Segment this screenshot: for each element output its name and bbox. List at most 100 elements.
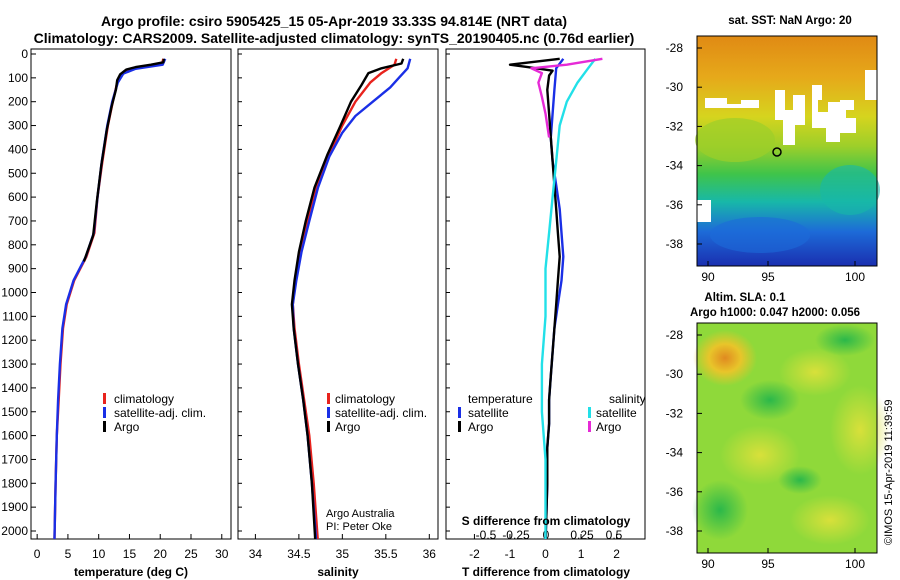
s-diff-tick-label: 0.5 [606, 528, 623, 542]
map-y-tick-label: -36 [666, 485, 684, 499]
depth-tick-label: 600 [8, 190, 28, 204]
x-tick-label: 34.5 [287, 547, 311, 561]
depth-tick-label: 1500 [1, 405, 28, 419]
depth-tick-label: 1300 [1, 357, 28, 371]
salinity-series [290, 58, 412, 539]
salinity-x-axis: 34 34.5 35 35.5 36 [249, 534, 437, 561]
s-diff-tick-label: -0.5 [476, 528, 497, 542]
depth-tick-label: 500 [8, 166, 28, 180]
sst-map-frame [696, 35, 878, 267]
legend-swatch-t-argo [458, 421, 461, 432]
x-tick-label: 0 [542, 547, 549, 561]
sla-map [692, 323, 890, 553]
series-line-temperature-argo [508, 57, 561, 539]
legend-label-s-satellite: satellite [596, 406, 637, 420]
map-y-tick-label: -30 [666, 80, 684, 94]
legend-label-s-argo: Argo [596, 420, 622, 434]
legend-label-satellite: satellite-adj. clim. [114, 406, 206, 420]
legend-swatch-argo [327, 421, 330, 432]
depth-tick-label: 1900 [1, 500, 28, 514]
map-y-tick-label: -28 [666, 41, 684, 55]
argo-float-marker [772, 147, 782, 157]
map-x-tick-label: 100 [845, 557, 865, 571]
x-tick-label: 15 [123, 547, 137, 561]
legend-swatch-argo [103, 421, 106, 432]
series-line-satellite-adj-clim- [53, 58, 167, 539]
sla-map-axes: 90 95 100 -28 -30 -32 -34 -36 -38 [666, 328, 866, 571]
map-y-tick-label: -38 [666, 524, 684, 538]
depth-tick-label: 300 [8, 119, 28, 133]
depth-tick-label: 1600 [1, 429, 28, 443]
series-line-climatology [53, 58, 165, 539]
legend-label-t-satellite: satellite [468, 406, 509, 420]
x-tick-label: -2 [469, 547, 480, 561]
x-tick-label: 1 [578, 547, 585, 561]
legend-swatch-climatology [103, 393, 106, 404]
depth-tick-label: 900 [8, 262, 28, 276]
sla-high-anomaly [779, 348, 851, 396]
depth-tick-label: 0 [21, 47, 28, 61]
map-x-tick-label: 100 [845, 270, 865, 284]
figure-title-line1: Argo profile: csiro 5905425_15 05-Apr-20… [101, 13, 567, 29]
legend-swatch-s-satellite [588, 407, 591, 418]
legend-swatch-t-satellite [458, 407, 461, 418]
legend-label-t-argo: Argo [468, 420, 494, 434]
sst-missing-data [775, 90, 805, 145]
credit-imos: ©IMOS 15-Apr-2019 11:39:59 [883, 400, 895, 545]
s-diff-tick-label: -0.25 [502, 528, 530, 542]
depth-tick-label: 1100 [2, 309, 28, 323]
x-tick-label: 20 [154, 547, 168, 561]
x-tick-label: 10 [92, 547, 106, 561]
temperature-x-axis: 0 5 10 15 20 25 30 [34, 534, 229, 561]
s-difference-x-axis: -0.5 -0.25 0 0.25 0.5 [476, 528, 623, 542]
depth-axis: 0 100 200 300 400 500 600 700 800 900 1000 1100 1200… [1, 47, 450, 538]
depth-tick-label: 1200 [1, 333, 28, 347]
x-tick-label: 5 [65, 547, 72, 561]
sst-missing-data [705, 98, 759, 108]
map-x-tick-label: 90 [701, 270, 715, 284]
s-difference-axis-label: S difference from climatology [462, 514, 631, 528]
legend-swatch-s-argo [588, 421, 591, 432]
sla-map-frame [696, 322, 878, 554]
difference-series [508, 57, 603, 539]
figure-title-line2: Climatology: CARS2009. Satellite-adjuste… [34, 30, 635, 46]
sla-low-anomaly [740, 380, 800, 420]
map-y-tick-label: -34 [666, 446, 684, 460]
salinity-axis-label: salinity [317, 565, 359, 579]
legend-label-satellite: satellite-adj. clim. [335, 406, 427, 420]
series-line-salinity-argo [530, 57, 603, 138]
map-y-tick-label: -34 [666, 159, 684, 173]
map-y-tick-label: -32 [666, 406, 684, 420]
depth-tick-label: 100 [8, 71, 28, 85]
salinity-legend: climatology satellite-adj. clim. Argo [327, 392, 427, 434]
legend-swatch-satellite [103, 407, 106, 418]
sla-low-anomaly [778, 466, 822, 494]
depth-tick-label: 1700 [1, 452, 28, 466]
depth-tick-label: 1000 [1, 286, 28, 300]
sla-high-anomaly [830, 385, 890, 475]
sla-low-anomaly [815, 324, 875, 356]
sst-patch [710, 217, 810, 253]
x-tick-label: 34 [249, 547, 263, 561]
map-y-tick-label: -36 [666, 198, 684, 212]
map-y-tick-label: -38 [666, 237, 684, 251]
sst-missing-data [697, 200, 711, 222]
depth-tick-label: 800 [8, 238, 28, 252]
t-difference-axis-label: T difference from climatology [462, 565, 630, 579]
map-x-tick-label: 95 [761, 270, 775, 284]
depth-tick-label: 1400 [1, 381, 28, 395]
sla-high-anomaly [693, 330, 757, 386]
difference-legend: temperature salinity satellite Argo sate… [458, 392, 646, 434]
x-tick-label: 35.5 [374, 547, 398, 561]
sst-missing-data [812, 85, 840, 142]
x-tick-label: 36 [423, 547, 437, 561]
sst-missing-data [840, 100, 856, 133]
credit-pi: PI: Peter Oke [326, 521, 392, 533]
depth-tick-label: 200 [8, 95, 28, 109]
legend-title-temperature: temperature [468, 392, 533, 406]
legend-title-salinity: salinity [609, 392, 646, 406]
series-line-argo [290, 58, 405, 539]
depth-tick-label: 700 [8, 214, 28, 228]
x-tick-label: 0 [34, 547, 41, 561]
temperature-axis-label: temperature (deg C) [74, 565, 188, 579]
